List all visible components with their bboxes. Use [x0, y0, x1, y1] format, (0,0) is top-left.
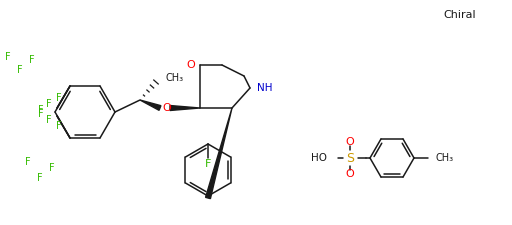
Text: O: O [346, 137, 354, 147]
Text: F: F [5, 52, 11, 62]
Text: F: F [29, 55, 35, 65]
Text: O: O [346, 169, 354, 179]
Text: F: F [25, 157, 31, 167]
Text: S: S [346, 151, 354, 164]
Text: F: F [49, 163, 55, 173]
Text: HO: HO [311, 153, 327, 163]
Text: F: F [37, 173, 43, 183]
Text: F: F [17, 65, 23, 75]
Polygon shape [170, 106, 200, 110]
Polygon shape [140, 100, 161, 110]
Text: F: F [56, 93, 62, 103]
Text: CH₃: CH₃ [435, 153, 453, 163]
Text: F: F [56, 121, 62, 131]
Text: Chiral: Chiral [444, 10, 476, 20]
Text: NH: NH [257, 83, 272, 93]
Text: F: F [38, 109, 44, 119]
Text: F: F [205, 159, 211, 169]
Text: O: O [163, 103, 172, 113]
Text: CH₃: CH₃ [166, 73, 184, 83]
Text: O: O [186, 60, 195, 70]
Text: F: F [38, 105, 44, 115]
Text: F: F [46, 99, 52, 109]
Polygon shape [206, 108, 232, 199]
Text: F: F [46, 115, 52, 125]
